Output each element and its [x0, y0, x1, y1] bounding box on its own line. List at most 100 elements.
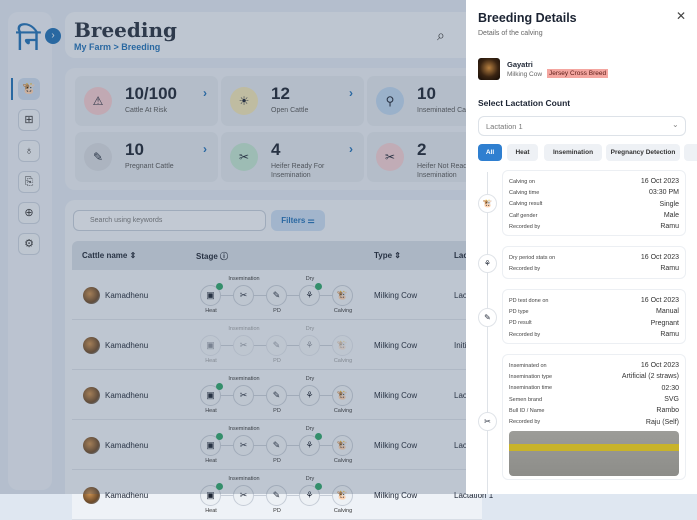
lactation-select[interactable]: Lactation 1 — [478, 116, 686, 136]
stage-pd-icon[interactable]: ✎ — [266, 335, 287, 356]
stage-pd-icon[interactable]: ✎ — [266, 285, 287, 306]
stage-calving-icon[interactable]: 🐮 — [332, 285, 353, 306]
stat-card[interactable]: ✎ 10 Pregnant Cattle › — [75, 132, 218, 182]
event-card: PD test done on 16 Oct 2023 PD type Manual P… — [502, 289, 686, 345]
detail-row: Recorded by Ramu — [509, 221, 679, 232]
filter-heat[interactable]: Heat — [507, 144, 538, 161]
sidebar-item-2[interactable]: ♁ — [18, 140, 40, 162]
stage-connector — [287, 495, 299, 496]
drawer-title: Breeding Details — [478, 11, 577, 25]
detail-key: Insemination type — [509, 373, 553, 380]
detail-value: Ramu — [660, 223, 679, 231]
stage-calving-icon[interactable]: 🐮 — [332, 385, 353, 406]
cattle-name[interactable]: Kamadhenu — [105, 341, 149, 350]
chevron-right-icon[interactable]: › — [203, 86, 207, 100]
stage-heat-icon[interactable]: ▣ — [200, 283, 223, 306]
filters-button[interactable]: Filters ⚌ — [271, 210, 325, 231]
sidebar-item-0[interactable]: 🐮 — [18, 78, 40, 100]
filter-insemination[interactable]: Insemination — [544, 144, 602, 161]
sidebar-item-3[interactable]: ⎘ — [18, 171, 40, 193]
detail-key: Calving time — [509, 189, 540, 196]
detail-value: Ramu — [660, 331, 679, 339]
cattle-name[interactable]: Kamadhenu — [105, 391, 149, 400]
chevron-right-icon[interactable]: › — [349, 142, 353, 156]
search-input[interactable]: Search using keywords — [73, 210, 266, 231]
close-icon[interactable]: ✕ — [676, 9, 687, 23]
sidebar-item-4[interactable]: ⊕ — [18, 202, 40, 224]
stage-insemination-icon[interactable]: ✂ — [233, 435, 254, 456]
stage-heat-icon[interactable]: ▣ — [200, 433, 223, 456]
detail-row: PD test done on 16 Oct 2023 — [509, 295, 679, 306]
breadcrumb[interactable]: My Farm > Breeding — [74, 42, 161, 52]
stage-connector — [320, 495, 332, 496]
stage-dry-icon[interactable]: ⚘ — [299, 283, 322, 306]
detail-key: Inseminated on — [509, 362, 547, 369]
cattle-name[interactable]: Kamadhenu — [105, 291, 149, 300]
lactation-label: Select Lactation Count — [478, 98, 571, 108]
check-icon — [315, 283, 322, 290]
stage-dry-icon[interactable]: ⚘ — [299, 385, 320, 406]
sidebar-item-1[interactable]: ⊞ — [18, 109, 40, 131]
detail-value: Manual — [656, 308, 679, 316]
stat-card[interactable]: ⚠ 10/100 Cattle At Risk › — [75, 76, 218, 126]
stage-heat-icon[interactable]: ▣ — [200, 335, 221, 356]
dry-period-icon: ⚘ — [478, 254, 497, 273]
cow-icon: 🐮 — [22, 83, 36, 95]
table-header: Cattle name ⇕ Stage ⓘ Type ⇕ Lactation — [72, 241, 490, 270]
stage-heat-icon[interactable]: ▣ — [200, 383, 223, 406]
stage-pd-icon[interactable]: ✎ — [266, 385, 287, 406]
stat-label: Pregnant Cattle — [125, 163, 174, 170]
stage-pd-icon[interactable]: ✎ — [266, 435, 287, 456]
expand-sidebar-button[interactable]: › — [45, 28, 61, 44]
semen-straw-photo[interactable] — [509, 430, 679, 476]
stage-label: Insemination — [228, 476, 260, 482]
col-stage: Stage ⓘ — [196, 252, 229, 261]
cattle-name[interactable]: Kamadhenu — [105, 441, 149, 450]
detail-value: 03:30 PM — [649, 189, 679, 197]
table-row[interactable]: Kamadhenu ▣ Heat ✂ Insemination ✎ PD ⚘ Dry 🐮 Calvi… — [72, 420, 493, 470]
filter-more[interactable] — [684, 144, 697, 161]
table-row[interactable]: Kamadhenu ▣ Heat ✂ Insemination ✎ PD ⚘ Dry 🐮 Calvi… — [72, 270, 493, 320]
detail-key: Calving on — [509, 178, 535, 185]
chevron-right-icon[interactable]: › — [203, 142, 207, 156]
filter-pregnancy-detection[interactable]: Pregnancy Detection — [606, 144, 680, 161]
check-icon — [216, 433, 223, 440]
cattle-photo — [478, 58, 500, 80]
col-type[interactable]: Type ⇕ — [374, 251, 402, 260]
stage-insemination-icon[interactable]: ✂ — [233, 385, 254, 406]
modal-backdrop[interactable] — [0, 0, 466, 494]
stage-dry-icon[interactable]: ⚘ — [299, 335, 320, 356]
detail-row: Dry period stats on 16 Oct 2023 — [509, 252, 679, 263]
stage-insemination-icon[interactable]: ✂ — [233, 335, 254, 356]
check-icon — [315, 483, 322, 490]
stage-connector — [320, 295, 332, 296]
table-row[interactable]: Kamadhenu ▣ Heat ✂ Insemination ✎ PD ⚘ Dry 🐮 Calvi… — [72, 370, 493, 420]
chevron-right-icon[interactable]: › — [349, 86, 353, 100]
stage-label: Dry — [305, 426, 315, 432]
table-row[interactable]: Kamadhenu ▣ Heat ✂ Insemination ✎ PD ⚘ Dry 🐮 Calvi… — [72, 320, 482, 370]
detail-key: Semen brand — [509, 396, 543, 403]
event-card: Calving on 16 Oct 2023 Calving time 03:30 P… — [502, 170, 686, 237]
sidebar-item-5[interactable]: ⚙ — [18, 233, 40, 255]
stat-value: 12 — [271, 84, 290, 103]
cattle-name: Gayatri — [507, 60, 533, 69]
chevron-down-icon[interactable]: ⌄ — [672, 120, 679, 129]
stat-label: Inseminated Cattle — [417, 107, 476, 114]
cattle-type: Milking Cow — [374, 291, 418, 300]
search-icon[interactable]: ⌕ — [437, 27, 445, 43]
stat-label: Heifer Ready For Insemination — [271, 163, 325, 179]
stage-connector — [287, 395, 299, 396]
detail-row: Calving time 03:30 PM — [509, 187, 679, 198]
filter-all[interactable]: All — [478, 144, 502, 161]
stat-card[interactable]: ☀ 12 Open Cattle › — [221, 76, 364, 126]
detail-row: Calf gender Male — [509, 210, 679, 221]
stage-label: Dry — [305, 326, 315, 332]
stage-calving-icon[interactable]: 🐮 — [332, 435, 353, 456]
stage-insemination-icon[interactable]: ✂ — [233, 285, 254, 306]
cattle-type: Milking Cow — [374, 341, 418, 350]
stage-connector — [287, 345, 299, 346]
stage-dry-icon[interactable]: ⚘ — [299, 433, 322, 456]
stat-card[interactable]: ✂ 4 Heifer Ready For Insemination › — [221, 132, 364, 182]
col-cattle-name[interactable]: Cattle name ⇕ — [82, 251, 137, 260]
stage-calving-icon[interactable]: 🐮 — [332, 335, 353, 356]
